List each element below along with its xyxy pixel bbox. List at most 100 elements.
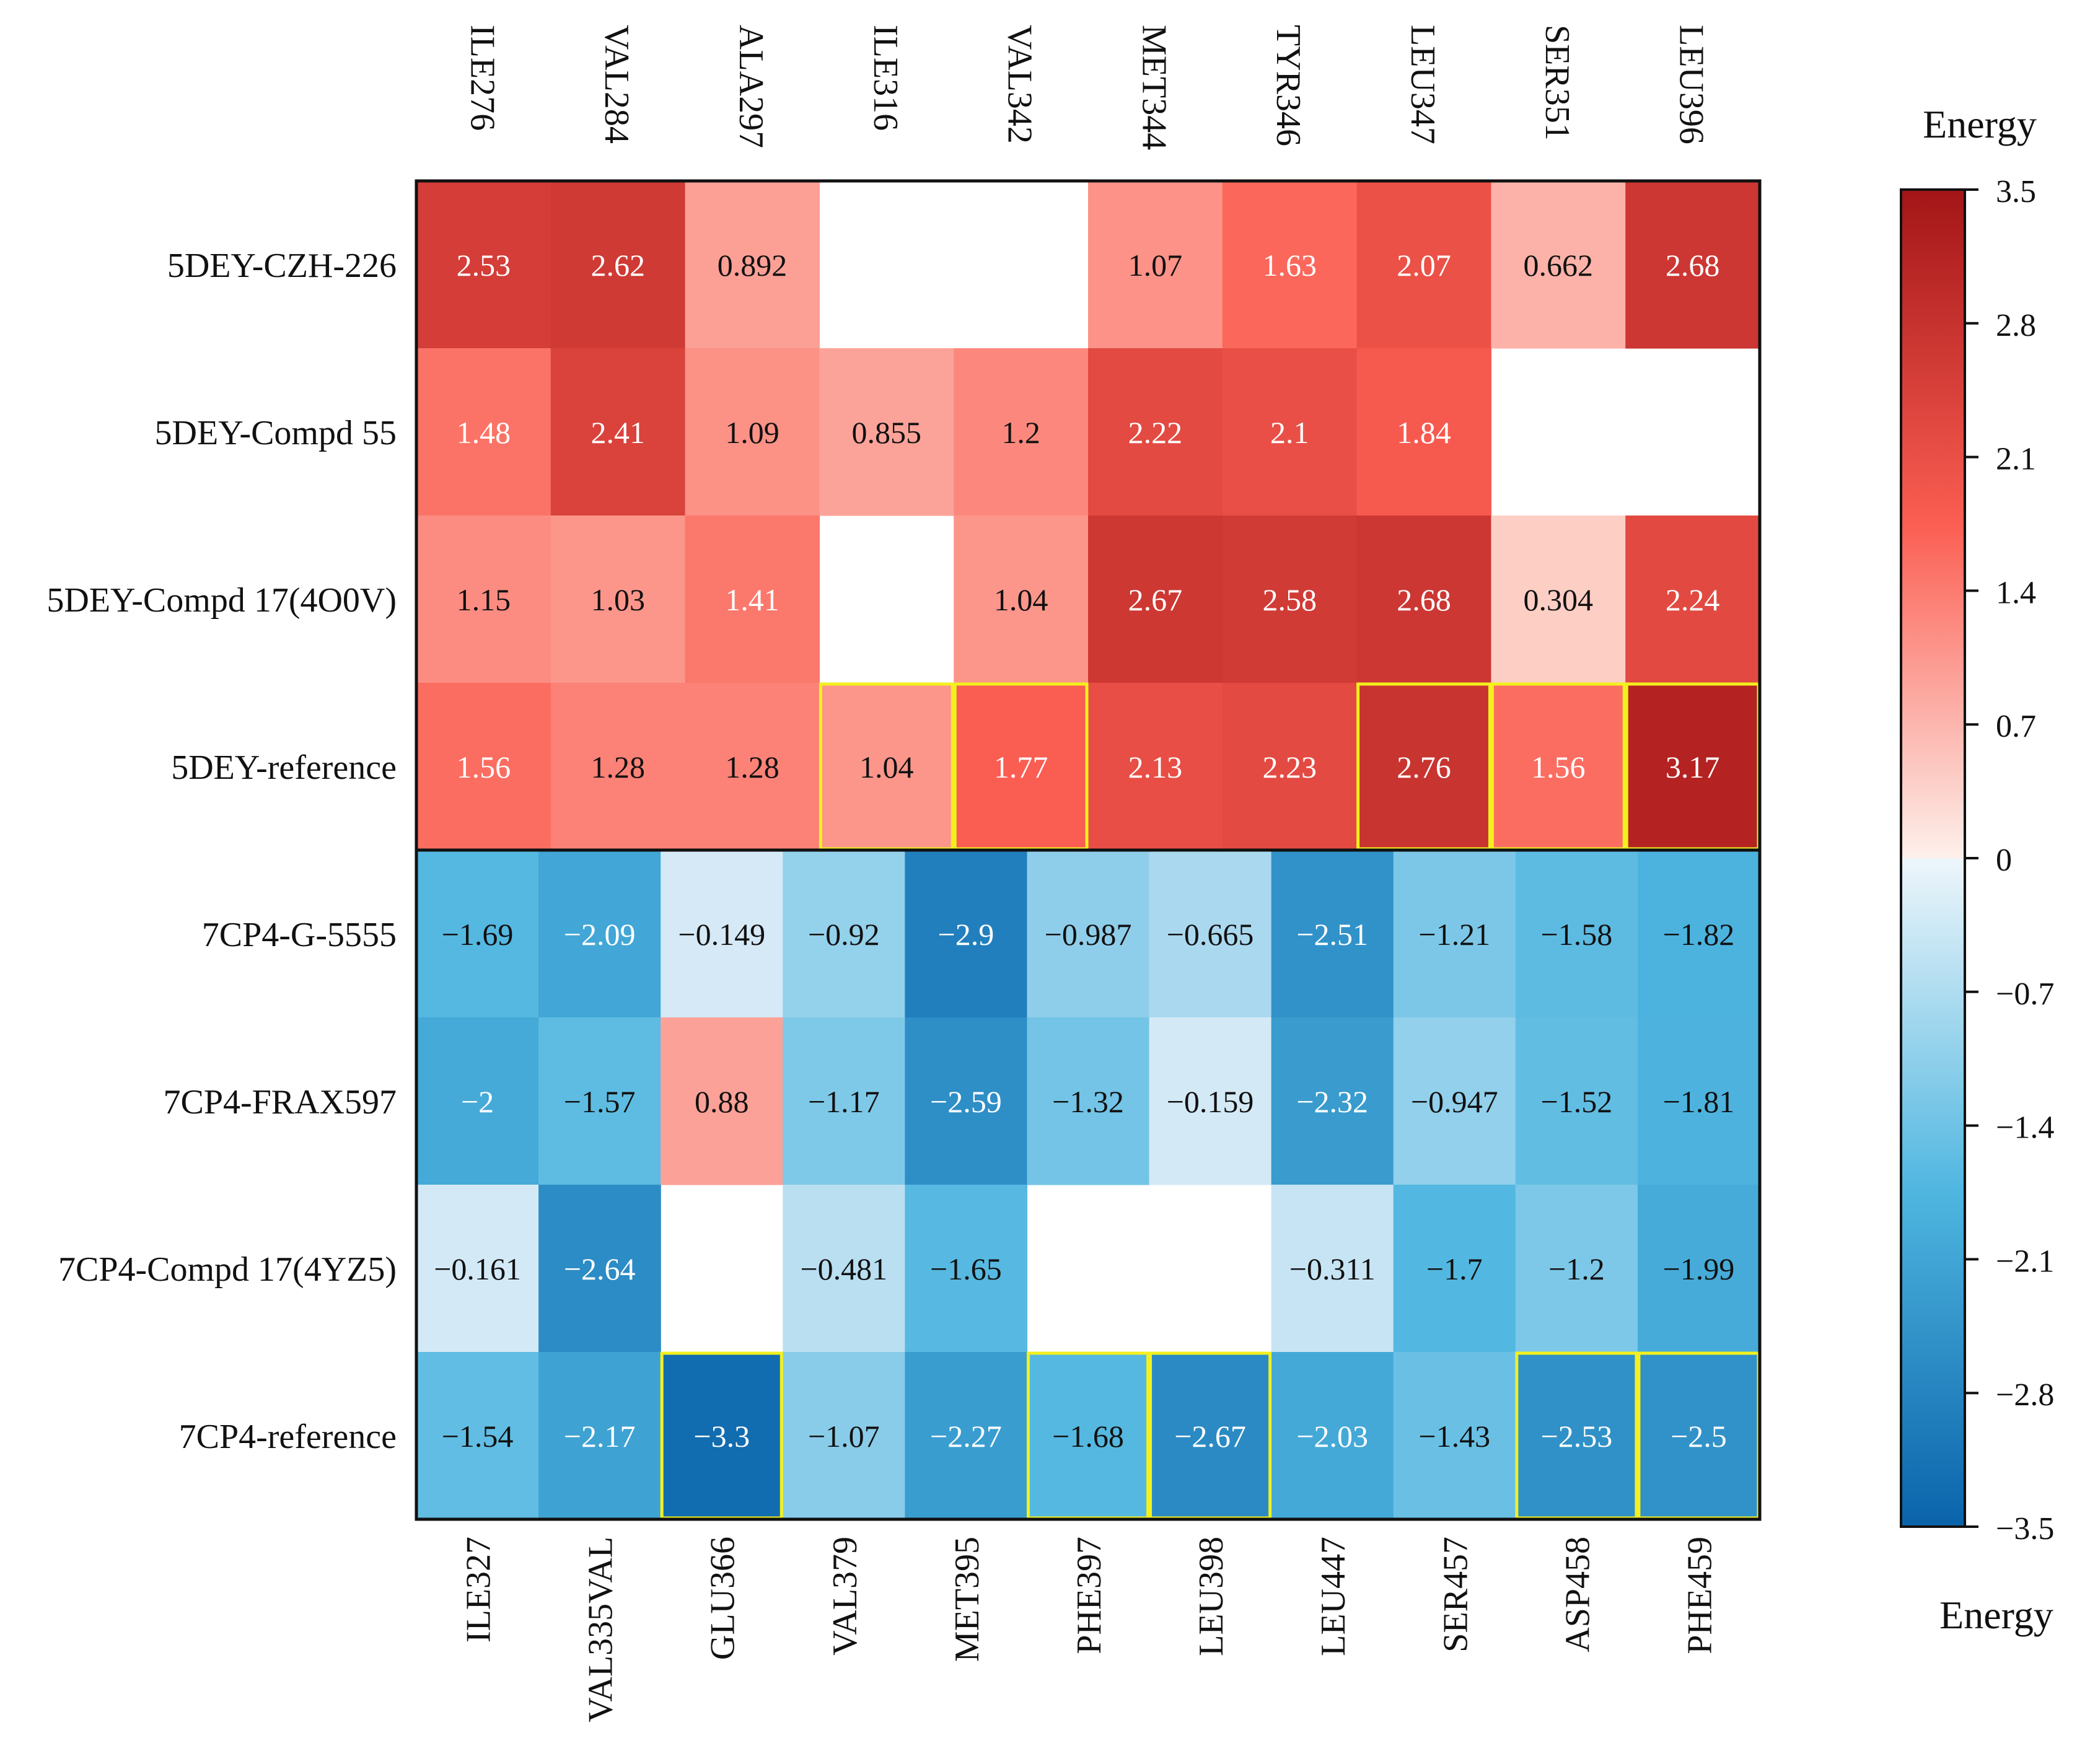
top-cell-value-r0-c0: 2.53 bbox=[457, 248, 511, 283]
bottom-cell-value-r1-c9: −1.52 bbox=[1541, 1084, 1613, 1119]
bottom-heatmap-frame bbox=[415, 848, 1762, 1521]
bottom-cell-value-r3-c8: −1.43 bbox=[1418, 1419, 1490, 1454]
bottom-cell-r2-c0 bbox=[416, 1185, 539, 1353]
heatmap-cells bbox=[416, 181, 1760, 1520]
top-cell-value-r2-c0: 1.15 bbox=[457, 582, 511, 617]
top-cell-r3-c7 bbox=[1356, 683, 1491, 851]
top-cell-r3-c5 bbox=[1088, 683, 1223, 851]
bottom-column-labels: ILE327 VAL335VAL GLU366 VAL379 MET395 PHE397 L… bbox=[460, 1537, 1719, 1722]
bottom-cell-value-r3-c7: −2.03 bbox=[1296, 1419, 1368, 1454]
bottom-cell-value-r0-c9: −1.58 bbox=[1541, 917, 1613, 952]
bottom-cell-value-r0-c2: −0.149 bbox=[678, 917, 765, 952]
bottom-cell-value-r0-c8: −1.21 bbox=[1418, 917, 1490, 952]
bottom-cell-r1-c3 bbox=[783, 1017, 905, 1185]
top-cell-r2-c5 bbox=[1088, 516, 1223, 683]
top-cell-value-r0-c2: 0.892 bbox=[718, 248, 788, 283]
bottom-cell-value-r0-c4: −2.9 bbox=[938, 917, 995, 952]
top-cell-value-r0-c5: 1.07 bbox=[1128, 248, 1183, 283]
top-cell-value-r3-c7: 2.76 bbox=[1397, 750, 1451, 784]
top-cell-value-r0-c8: 0.662 bbox=[1524, 248, 1594, 283]
top-column-label-4: VAL342 bbox=[1001, 25, 1039, 144]
bottom-cell-value-r1-c3: −1.17 bbox=[808, 1084, 880, 1119]
bottom-cell-value-r2-c3: −0.481 bbox=[800, 1252, 887, 1286]
bottom-cell-value-r2-c0: −0.161 bbox=[434, 1252, 521, 1286]
top-row-label-0: 5DEY-CZH-226 bbox=[167, 247, 397, 285]
top-cell-value-r3-c6: 2.23 bbox=[1262, 750, 1317, 784]
bottom-cell-value-r3-c4: −2.27 bbox=[930, 1419, 1002, 1454]
bottom-cell-r1-c9 bbox=[1515, 1017, 1638, 1185]
bottom-cell-r0-c9 bbox=[1515, 850, 1638, 1018]
bottom-row-label-0: 7CP4-G-5555 bbox=[202, 916, 397, 954]
top-cell-r2-c6 bbox=[1222, 516, 1358, 683]
bottom-cell-r3-c1 bbox=[538, 1352, 661, 1520]
top-cell-r0-c8 bbox=[1491, 181, 1626, 349]
top-cell-value-r3-c4: 1.77 bbox=[994, 750, 1048, 784]
top-cell-value-r1-c6: 2.1 bbox=[1270, 415, 1309, 450]
bottom-cell-r0-c0 bbox=[416, 850, 539, 1018]
bottom-cell-r3-c6 bbox=[1149, 1352, 1272, 1520]
bottom-cell-value-r0-c6: −0.665 bbox=[1167, 917, 1254, 952]
top-cell-r2-c0 bbox=[416, 516, 551, 683]
bottom-row-label-3: 7CP4-reference bbox=[179, 1418, 397, 1456]
top-cell-value-r2-c4: 1.04 bbox=[994, 582, 1048, 617]
bottom-cell-value-r3-c6: −2.67 bbox=[1174, 1419, 1246, 1454]
top-cell-r0-c0 bbox=[416, 181, 551, 349]
bottom-cell-value-r0-c3: −0.92 bbox=[808, 917, 880, 952]
bottom-cell-r2-c7 bbox=[1271, 1185, 1394, 1353]
bottom-cell-value-r1-c8: −0.947 bbox=[1411, 1084, 1498, 1119]
bottom-cell-r0-c7 bbox=[1271, 850, 1394, 1018]
top-cell-value-r2-c2: 1.41 bbox=[725, 582, 779, 617]
top-cell-value-r2-c7: 2.68 bbox=[1397, 582, 1451, 617]
top-row-label-1: 5DEY-Compd 55 bbox=[155, 414, 397, 452]
top-column-label-6: TYR346 bbox=[1269, 25, 1307, 146]
bottom-column-label-3: VAL379 bbox=[826, 1537, 864, 1656]
bottom-column-label-8: SER457 bbox=[1436, 1537, 1475, 1652]
row-labels: 5DEY-CZH-226 5DEY-Compd 55 5DEY-Compd 17(4… bbox=[46, 247, 397, 1456]
bottom-cell-r3-c10 bbox=[1637, 1352, 1760, 1520]
bottom-cell-r0-c2 bbox=[661, 850, 783, 1018]
top-cell-r1-c3 bbox=[819, 348, 954, 516]
top-cell-value-r2-c6: 2.58 bbox=[1262, 582, 1317, 617]
bottom-cell-value-r1-c4: −2.59 bbox=[930, 1084, 1002, 1119]
top-cell-value-r0-c7: 2.07 bbox=[1397, 248, 1451, 283]
bottom-cell-r3-c2 bbox=[661, 1352, 783, 1520]
bottom-cell-r0-c3 bbox=[783, 850, 905, 1018]
top-cell-r0-c2 bbox=[685, 181, 820, 349]
top-cell-value-r1-c5: 2.22 bbox=[1128, 415, 1183, 450]
bottom-cell-r0-c6 bbox=[1149, 850, 1272, 1018]
bottom-cell-value-r2-c4: −1.65 bbox=[930, 1252, 1002, 1286]
top-cell-r3-c0 bbox=[416, 683, 551, 851]
colorbar-negative-gradient bbox=[1901, 858, 1965, 1527]
bottom-column-label-10: PHE459 bbox=[1680, 1537, 1719, 1654]
top-cell-r0-c6 bbox=[1222, 181, 1358, 349]
bottom-cell-r2-c8 bbox=[1393, 1185, 1516, 1353]
colorbar-tick-label-8: −2.1 bbox=[1996, 1244, 2054, 1279]
bottom-cell-value-r1-c7: −2.32 bbox=[1296, 1084, 1368, 1119]
colorbar-title-bottom: Energy bbox=[1939, 1593, 2053, 1637]
top-cell-value-r1-c0: 1.48 bbox=[457, 415, 511, 450]
bottom-column-label-2: GLU366 bbox=[704, 1537, 742, 1660]
top-cell-r3-c4 bbox=[954, 683, 1089, 851]
bottom-cell-r0-c5 bbox=[1027, 850, 1150, 1018]
bottom-cell-r1-c6 bbox=[1149, 1017, 1272, 1185]
colorbar: Energy Energy 3.5 2.8 2.1 1.4 0.7 0 −0.7 −1.4 −2… bbox=[1900, 102, 2054, 1637]
bottom-cell-r1-c8 bbox=[1393, 1017, 1516, 1185]
top-cell-r3-c2 bbox=[685, 683, 820, 851]
top-cell-r2-c2 bbox=[685, 516, 820, 683]
bottom-column-label-0: ILE327 bbox=[460, 1537, 498, 1643]
colorbar-tick-label-6: −0.7 bbox=[1996, 976, 2054, 1012]
top-column-label-0: ILE276 bbox=[463, 25, 501, 131]
bottom-cell-r0-c1 bbox=[538, 850, 661, 1018]
top-cell-value-r0-c1: 2.62 bbox=[591, 248, 645, 283]
bottom-cell-value-r3-c9: −2.53 bbox=[1541, 1419, 1613, 1454]
top-cell-r3-c9 bbox=[1625, 683, 1760, 851]
top-cell-value-r0-c9: 2.68 bbox=[1666, 248, 1720, 283]
top-cell-r3-c3 bbox=[819, 683, 954, 851]
bottom-column-label-1: VAL335VAL bbox=[582, 1537, 620, 1722]
cell-value-labels: 2.53 2.62 0.892 1.07 1.63 2.07 0.662 2.68 1.48 2.… bbox=[434, 248, 1734, 1454]
bottom-column-label-7: LEU447 bbox=[1314, 1537, 1353, 1656]
bottom-cell-r3-c4 bbox=[905, 1352, 1028, 1520]
colorbar-tick-label-10: −3.5 bbox=[1996, 1511, 2054, 1547]
bottom-column-label-6: LEU398 bbox=[1192, 1537, 1231, 1656]
top-column-label-8: SER351 bbox=[1538, 25, 1576, 141]
